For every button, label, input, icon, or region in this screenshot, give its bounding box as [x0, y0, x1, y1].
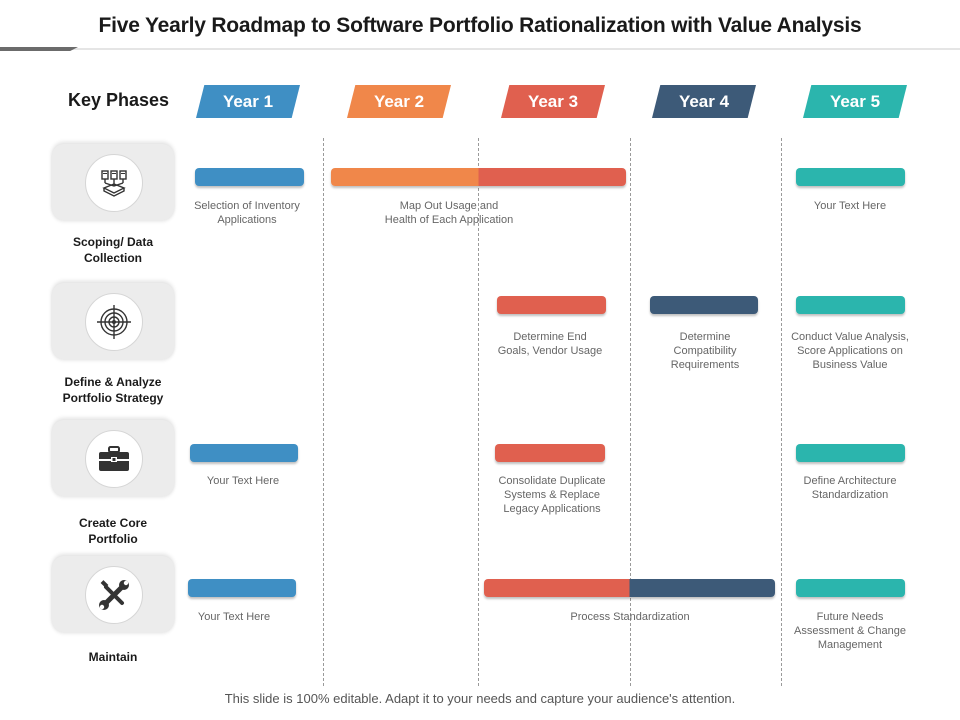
- phase-label-line: Scoping/ Data: [72, 235, 153, 249]
- task-text-line: Assessment & Change: [794, 625, 906, 637]
- year-separator: [478, 138, 479, 686]
- task-bar-r1-year5: [796, 168, 905, 186]
- phase-card-create-core: [52, 420, 174, 496]
- year-5-header: Year 5: [803, 85, 907, 118]
- task-text-r4-year3-4: Process Standardization: [550, 610, 710, 624]
- task-text-line: Legacy Applications: [503, 503, 601, 515]
- task-bar-r4-year3-4: [484, 579, 775, 597]
- task-text-line: Your Text Here: [197, 611, 271, 623]
- task-text-line: Conduct Value Analysis,: [791, 331, 909, 343]
- year-4-header: Year 4: [652, 85, 756, 118]
- task-bar-r4-year1: [188, 579, 296, 597]
- task-text-r1-year1: Selection of Inventory Applications: [185, 199, 309, 227]
- task-text-line: Future Needs: [816, 611, 884, 623]
- phase-card-define-analyze: [52, 283, 174, 359]
- task-text-r3-year1: Your Text Here: [183, 474, 303, 488]
- page-title: Five Yearly Roadmap to Software Portfoli…: [98, 14, 862, 37]
- task-text-r2-year4: Determine Compatibility Requirements: [645, 330, 765, 372]
- year-5-label: Year 5: [829, 91, 881, 111]
- task-text-line: Systems & Replace: [504, 489, 600, 501]
- task-text-line: Requirements: [670, 359, 740, 371]
- phase-icon-circle: [85, 566, 143, 624]
- task-text-line: Score Applications on: [797, 345, 903, 357]
- task-text-r4-year1: Your Text Here: [174, 610, 294, 624]
- tools-icon: [99, 580, 129, 610]
- phase-label-define-analyze: Define & Analyze Portfolio Strategy: [43, 374, 183, 406]
- task-text-line: Compatibility: [673, 345, 737, 357]
- phase-label-create-core: Create Core Portfolio: [43, 515, 183, 547]
- footer-note: This slide is 100% editable. Adapt it to…: [224, 691, 736, 706]
- task-text-r3-year5: Define Architecture Standardization: [790, 474, 910, 502]
- task-text-line: Determine: [679, 331, 731, 343]
- phase-label-line: Portfolio Strategy: [62, 391, 164, 405]
- year-2-label: Year 2: [373, 91, 425, 111]
- year-3-label: Year 3: [527, 91, 579, 111]
- task-text-line: Map Out Usage and: [399, 200, 499, 212]
- key-phases-heading: Key Phases: [68, 90, 170, 110]
- phase-icon-circle: [85, 430, 143, 488]
- task-bar-r3-year1: [190, 444, 298, 462]
- year-4-label: Year 4: [678, 91, 730, 111]
- task-bar-r1-year2-3: [331, 168, 626, 186]
- task-bar-r3-year5: [796, 444, 905, 462]
- phase-label-maintain: Maintain: [43, 649, 183, 665]
- phase-label-line: Collection: [83, 251, 142, 265]
- task-text-line: Goals, Vendor Usage: [497, 345, 603, 357]
- year-2-header: Year 2: [347, 85, 451, 118]
- task-text-r2-year3: Determine End Goals, Vendor Usage: [490, 330, 610, 358]
- year-3-header: Year 3: [501, 85, 605, 118]
- task-text-line: Selection of Inventory: [194, 200, 300, 212]
- task-text-line: Process Standardization: [570, 611, 690, 623]
- task-text-line: Your Text Here: [206, 475, 280, 487]
- year-separator: [323, 138, 324, 686]
- phase-label-scoping: Scoping/ Data Collection: [43, 234, 183, 266]
- task-text-r1-year5: Your Text Here: [790, 199, 910, 213]
- task-text-line: Consolidate Duplicate: [498, 475, 606, 487]
- task-text-line: Your Text Here: [813, 200, 887, 212]
- task-text-r3-year3: Consolidate Duplicate Systems & Replace …: [487, 474, 617, 516]
- year-separator: [781, 138, 782, 686]
- task-text-line: Management: [817, 639, 883, 651]
- task-bar-r1-year1: [195, 168, 304, 186]
- phase-label-line: Maintain: [88, 650, 138, 664]
- task-text-line: Define Architecture: [803, 475, 897, 487]
- phase-label-line: Portfolio: [88, 532, 138, 546]
- task-text-r1-year2-3: Map Out Usage and Health of Each Applica…: [369, 199, 529, 227]
- task-text-line: Determine End: [513, 331, 587, 343]
- phase-label-line: Create Core: [78, 516, 148, 530]
- phase-card-scoping: [52, 144, 174, 220]
- task-text-line: Applications: [217, 214, 277, 226]
- briefcase-icon: [99, 446, 129, 471]
- phase-card-maintain: [52, 556, 174, 632]
- phase-icon-circle: [85, 154, 143, 212]
- task-bar-r3-year3: [495, 444, 605, 462]
- task-text-line: Standardization: [811, 489, 889, 501]
- task-bar-r2-year5: [796, 296, 905, 314]
- task-bar-r4-year5: [796, 579, 905, 597]
- year-1-label: Year 1: [222, 91, 274, 111]
- task-text-r4-year5: Future Needs Assessment & Change Managem…: [785, 610, 915, 652]
- title-divider: [0, 48, 960, 50]
- year-separator: [630, 138, 631, 686]
- title-divider-accent: [0, 47, 78, 51]
- task-bar-r2-year3: [497, 296, 606, 314]
- task-bar-r2-year4: [650, 296, 758, 314]
- phase-label-line: Define & Analyze: [64, 375, 162, 389]
- task-text-r2-year5: Conduct Value Analysis, Score Applicatio…: [785, 330, 915, 372]
- target-icon: [97, 305, 131, 339]
- phase-icon-circle: [85, 293, 143, 351]
- task-text-line: Health of Each Application: [384, 214, 514, 226]
- server-network-icon: [101, 170, 127, 197]
- task-text-line: Business Value: [812, 359, 888, 371]
- year-1-header: Year 1: [196, 85, 300, 118]
